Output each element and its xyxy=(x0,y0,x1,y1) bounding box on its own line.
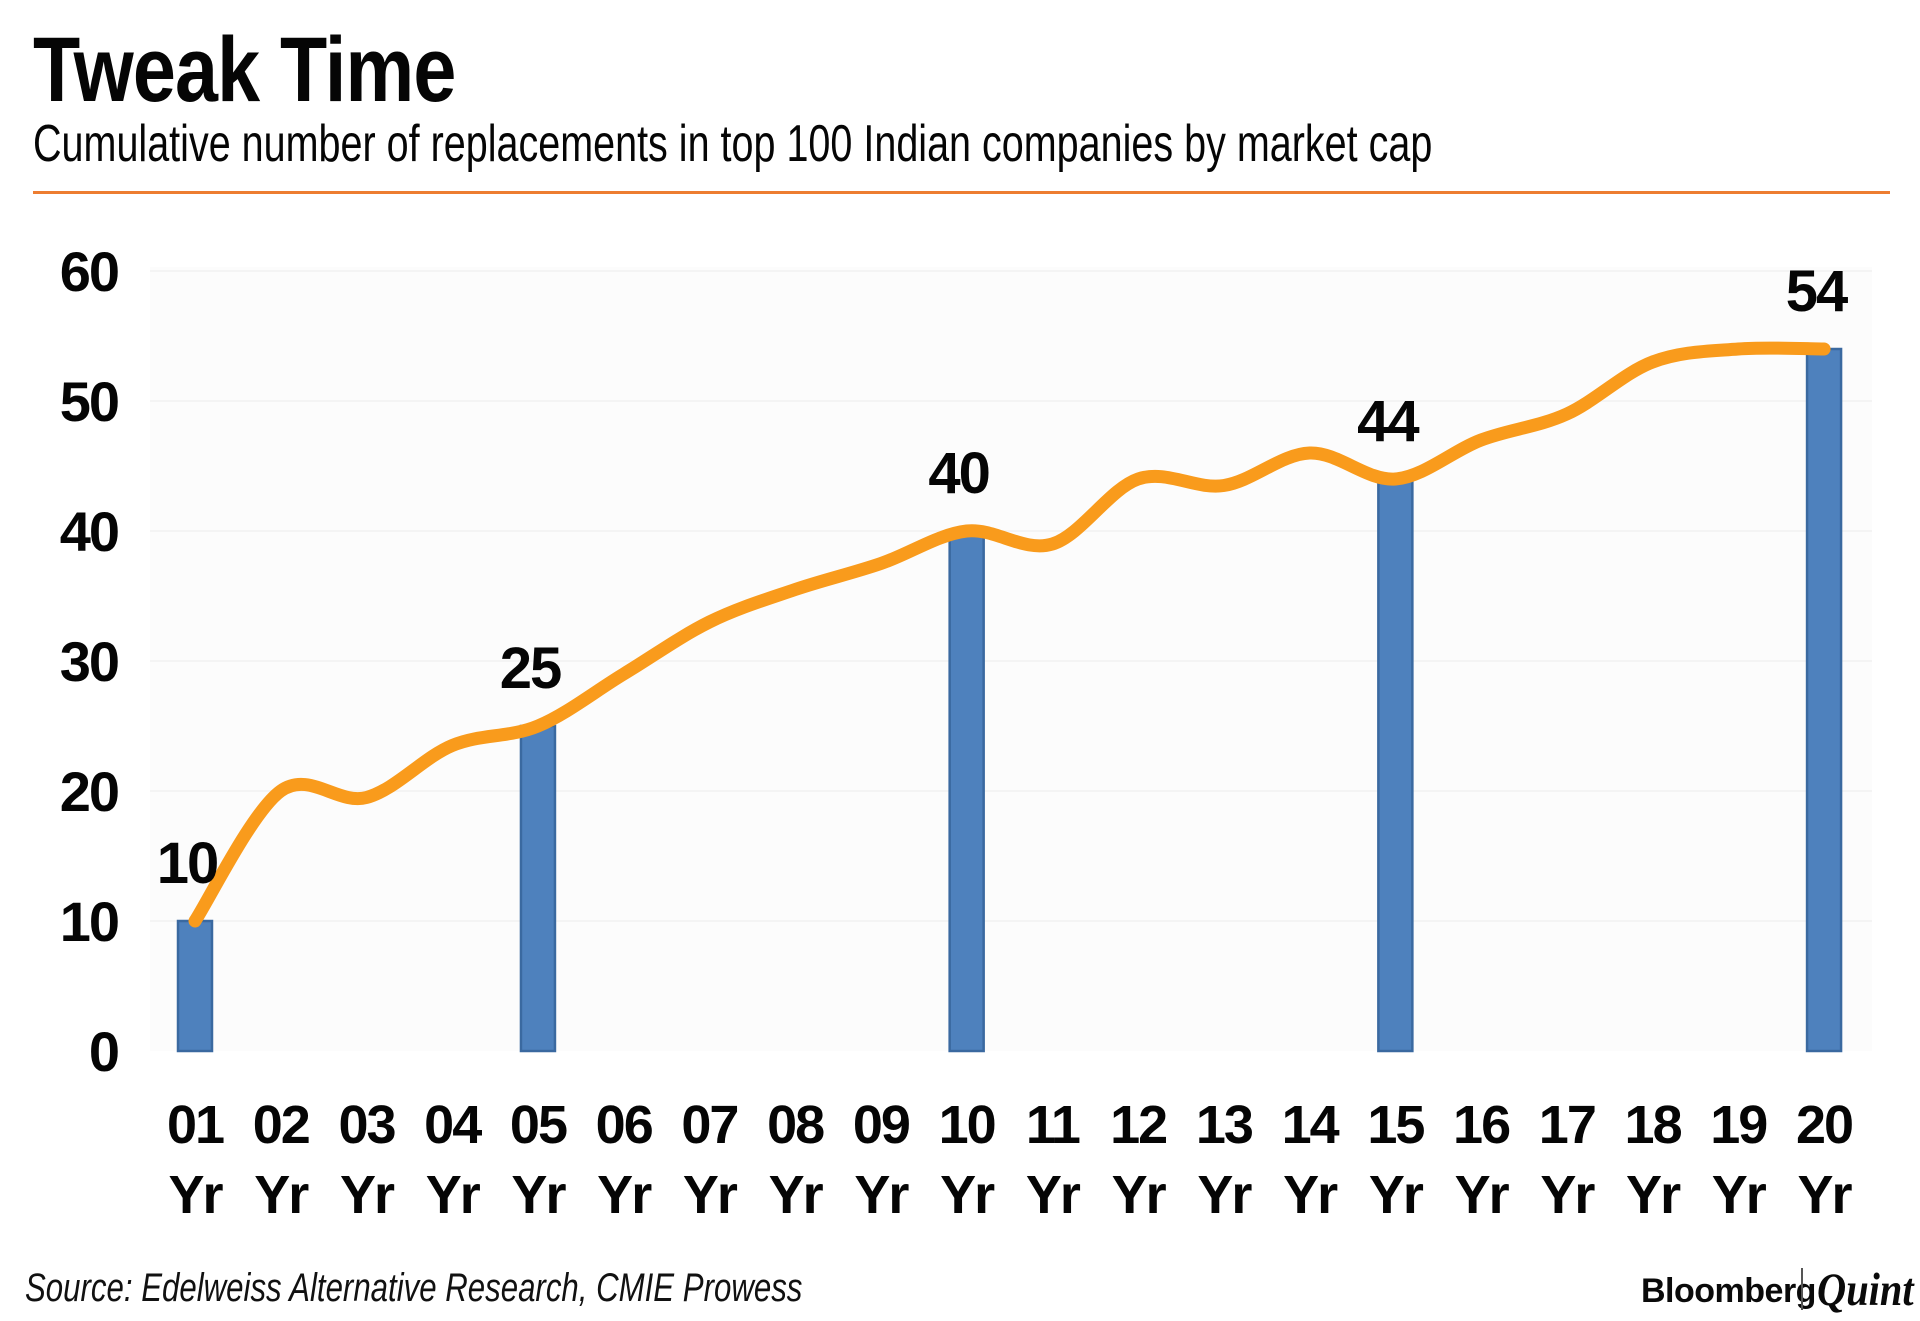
page-subtitle: Cumulative number of replacements in top… xyxy=(33,115,1433,173)
bar-value-label-05yr: 25 xyxy=(500,636,561,701)
x-tick-label-17yr: 17 Yr xyxy=(1539,1095,1596,1225)
bar-20yr xyxy=(1805,347,1843,1053)
bar-01yr xyxy=(176,919,214,1053)
quint-logo: Quint xyxy=(1817,1264,1914,1316)
x-tick-label-20yr: 20 Yr xyxy=(1796,1095,1853,1225)
y-tick-label-60: 60 xyxy=(60,240,118,303)
source-note: Source: Edelweiss Alternative Research, … xyxy=(25,1266,803,1310)
y-tick-label-10: 10 xyxy=(60,890,118,953)
x-tick-label-12yr: 12 Yr xyxy=(1110,1095,1167,1225)
bar-10yr xyxy=(948,529,985,1053)
bar-15yr xyxy=(1377,477,1414,1053)
x-tick-label-04yr: 04 Yr xyxy=(424,1095,482,1225)
y-tick-label-40: 40 xyxy=(60,500,118,563)
x-tick-label-15yr: 15 Yr xyxy=(1367,1095,1424,1225)
bar-05yr xyxy=(519,724,557,1053)
x-tick-label-05yr: 05 Yr xyxy=(510,1095,567,1225)
y-tick-label-20: 20 xyxy=(60,760,118,823)
brand-separator xyxy=(1801,1268,1803,1310)
y-tick-label-30: 30 xyxy=(60,630,118,693)
trend-line xyxy=(188,341,1831,928)
x-tick-label-06yr: 06 Yr xyxy=(596,1095,653,1225)
x-tick-label-11yr: 11 Yr xyxy=(1026,1095,1081,1225)
x-tick-label-13yr: 13 Yr xyxy=(1196,1095,1253,1225)
title-divider xyxy=(33,191,1890,194)
x-tick-label-07yr: 07 Yr xyxy=(681,1095,738,1225)
x-tick-label-08yr: 08 Yr xyxy=(767,1095,824,1225)
bar-value-label-15yr: 44 xyxy=(1357,389,1419,454)
x-tick-label-09yr: 09 Yr xyxy=(853,1095,910,1225)
x-tick-label-03yr: 03 Yr xyxy=(338,1095,395,1225)
bloomberg-logo: Bloomberg xyxy=(1641,1272,1816,1310)
x-tick-label-02yr: 02 Yr xyxy=(253,1095,310,1225)
x-tick-label-16yr: 16 Yr xyxy=(1453,1095,1510,1225)
y-tick-label-50: 50 xyxy=(60,370,118,433)
x-tick-label-01yr: 01 Yr xyxy=(167,1095,224,1225)
page-title: Tweak Time xyxy=(33,19,456,121)
x-tick-label-10yr: 10 Yr xyxy=(939,1095,996,1225)
bar-value-label-20yr: 54 xyxy=(1786,259,1848,324)
bar-value-label-01yr: 10 xyxy=(157,831,218,896)
x-tick-label-19yr: 19 Yr xyxy=(1710,1095,1767,1225)
x-tick-label-14yr: 14 Yr xyxy=(1282,1095,1340,1225)
y-tick-label-0: 0 xyxy=(89,1020,118,1083)
bar-value-label-10yr: 40 xyxy=(928,441,989,506)
x-tick-label-18yr: 18 Yr xyxy=(1625,1095,1682,1225)
